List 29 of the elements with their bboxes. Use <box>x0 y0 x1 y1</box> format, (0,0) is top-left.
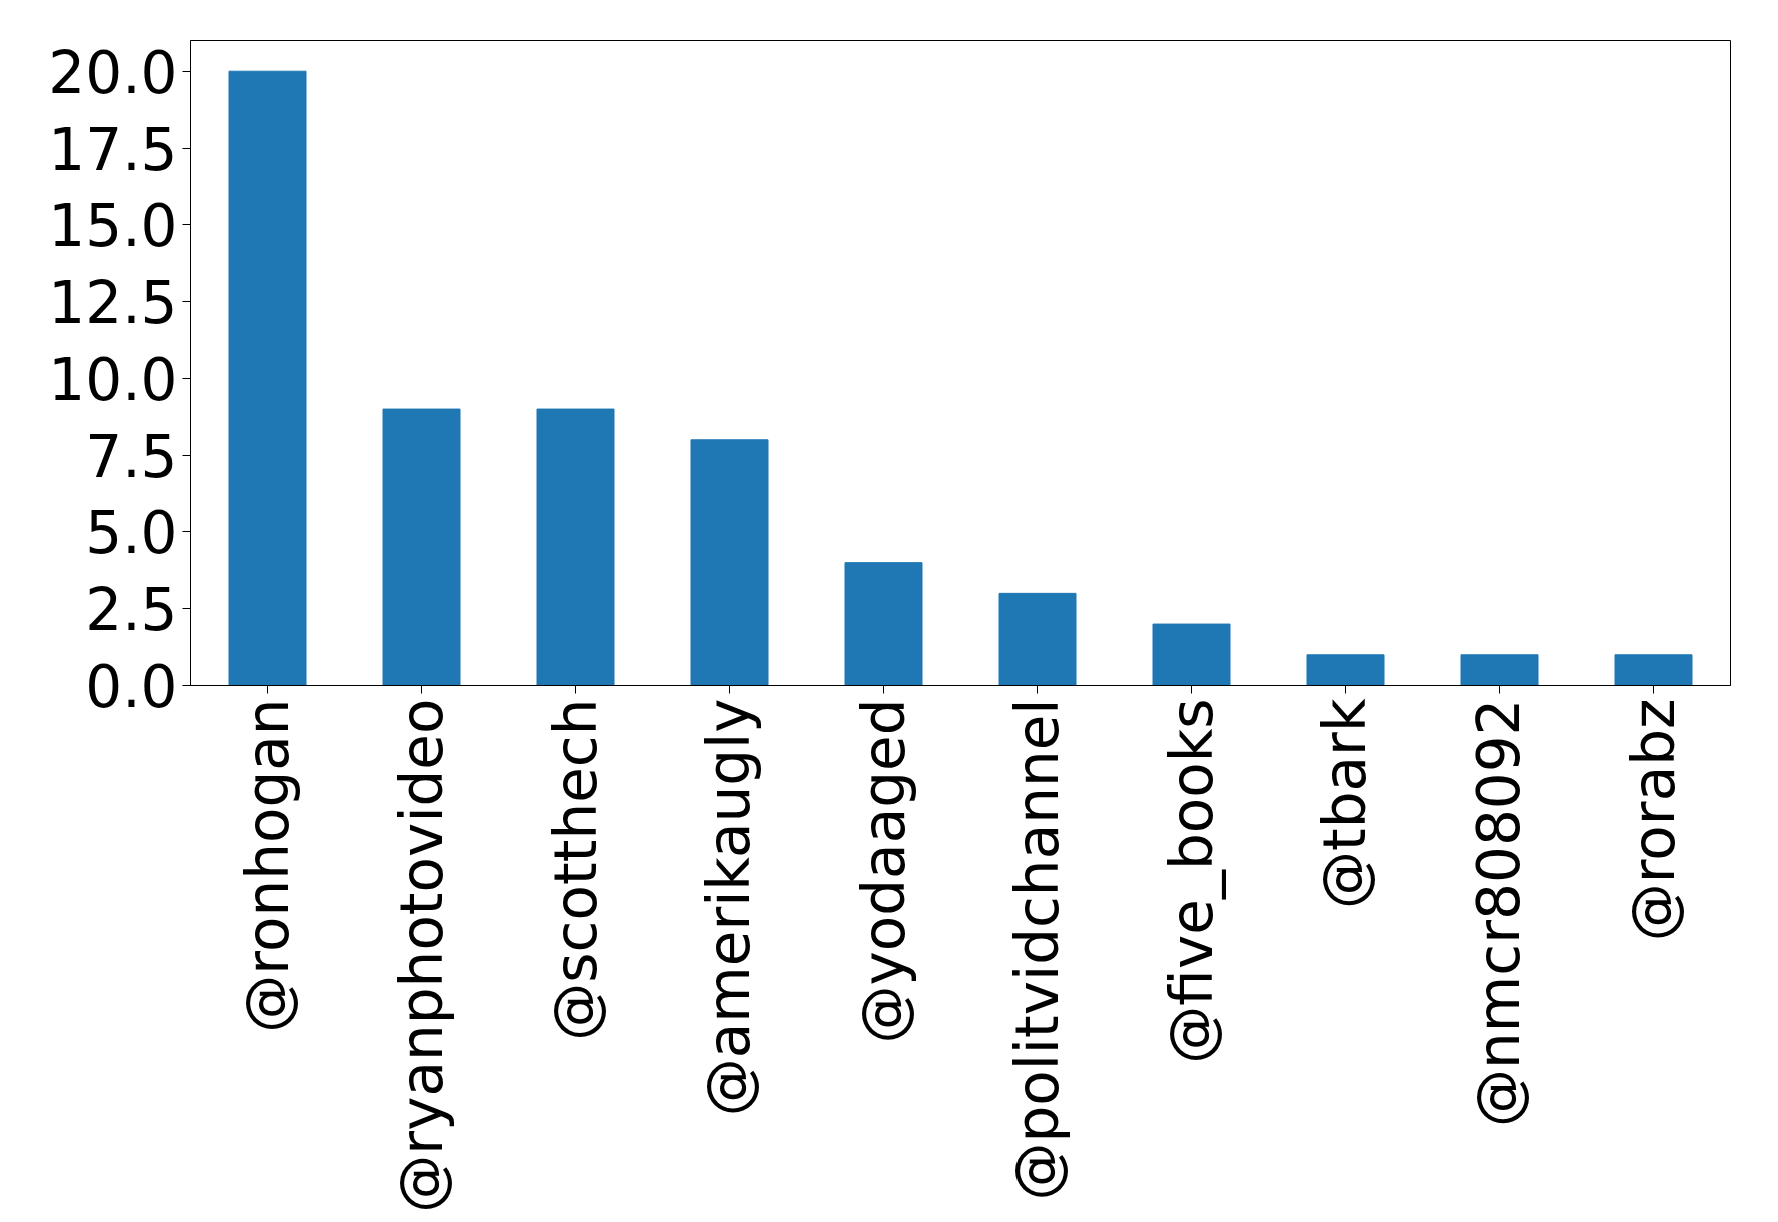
x-tick-label: @yodaaged <box>849 698 918 1044</box>
x-tick-label: @amerikaugly <box>695 698 764 1117</box>
y-tick-label: 7.5 <box>85 422 178 491</box>
x-tick-label: @politvidchannel <box>1003 698 1072 1201</box>
bar <box>382 408 461 686</box>
x-tick-label: @tbark <box>1311 698 1380 910</box>
bar <box>536 408 615 686</box>
bar <box>1152 623 1231 686</box>
y-tick-label: 17.5 <box>48 115 178 184</box>
y-tick-label: 2.5 <box>85 576 178 645</box>
x-tick-label: @scotthech <box>541 698 610 1041</box>
bar <box>228 70 307 686</box>
bar <box>998 592 1077 686</box>
x-tick-label: @ryanphotovideo <box>387 698 456 1213</box>
y-tick-label: 12.5 <box>48 269 178 338</box>
x-tick-label: @nmcr808092 <box>1465 698 1534 1127</box>
y-tick-label: 0.0 <box>85 653 178 721</box>
x-tick-label: @five_books <box>1157 698 1226 1064</box>
x-tick-label: @rorabz <box>1619 698 1688 942</box>
y-tick-label: 10.0 <box>48 345 178 414</box>
y-tick-label: 15.0 <box>48 192 178 261</box>
bar <box>1460 654 1539 686</box>
y-tick-label: 5.0 <box>85 499 178 568</box>
x-tick-label: @ronhogan <box>233 698 302 1033</box>
bar <box>690 439 769 686</box>
y-tick-label: 20.0 <box>48 38 178 107</box>
bar <box>844 562 923 686</box>
bar <box>1306 654 1385 686</box>
bar <box>1614 654 1693 686</box>
